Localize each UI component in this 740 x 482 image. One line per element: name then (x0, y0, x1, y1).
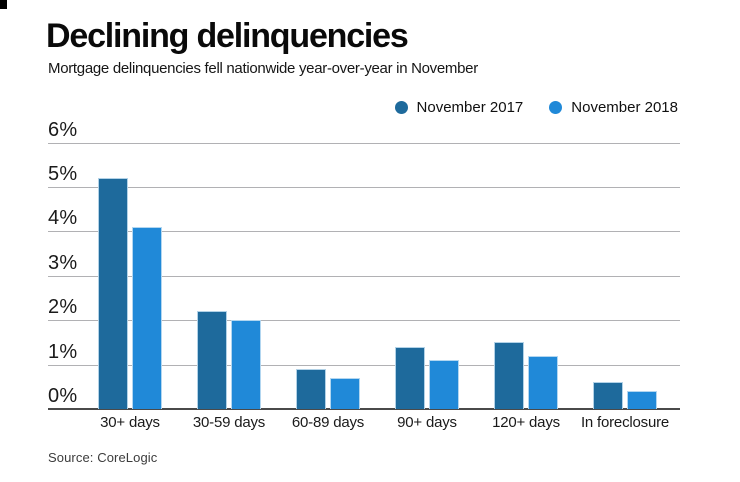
gridline-6% (48, 142, 680, 144)
y-axis-tick-label: 3% (48, 251, 78, 274)
bar-november-2018-30-days (132, 227, 162, 409)
y-axis-tick-label: 1% (48, 340, 78, 363)
gridline-2% (48, 320, 680, 322)
gridline-1% (48, 364, 680, 366)
legend-item-november-2017: November 2017 (394, 99, 524, 116)
bar-november-2017-30-59-days (197, 311, 227, 409)
bar-november-2017-30-days (98, 178, 128, 409)
chart-legend: November 2017 November 2018 (394, 99, 678, 116)
source-note: Source: CoreLogic (48, 450, 158, 465)
bar-november-2017-120-days (494, 342, 524, 409)
x-axis-category-label: In foreclosure (580, 414, 670, 431)
gridline-5% (48, 187, 680, 188)
y-axis-tick-label: 0% (48, 385, 78, 407)
y-axis-tick-label: 4% (48, 207, 78, 230)
x-axis-baseline (48, 408, 680, 410)
bar-november-2017-in-foreclosure (593, 382, 623, 409)
bar-november-2018-120-days (528, 356, 558, 409)
legend-item-november-2018: November 2018 (549, 99, 678, 116)
gridline-4% (48, 231, 680, 233)
x-axis-category-label: 30-59 days (192, 414, 266, 431)
bar-november-2018-90-days (429, 360, 459, 409)
x-axis-category-label: 60-89 days (291, 414, 365, 431)
y-axis-tick-label: 5% (48, 163, 78, 185)
gridline-3% (48, 275, 680, 277)
bar-november-2018-30-59-days (231, 320, 261, 409)
x-axis-category-label: 120+ days (492, 414, 560, 431)
legend-dot-icon (394, 101, 408, 114)
legend-label: November 2017 (416, 99, 524, 116)
x-axis-category-label: 30+ days (100, 414, 160, 431)
x-axis-category-label: 90+ days (397, 414, 457, 431)
bar-november-2017-60-89-days (296, 369, 326, 409)
legend-dot-icon (549, 101, 563, 114)
bar-november-2018-in-foreclosure (627, 391, 657, 409)
y-axis-tick-label: 6% (48, 118, 78, 141)
page-title: Declining delinquencies (46, 17, 409, 55)
bar-november-2017-90-days (395, 347, 425, 409)
y-axis-tick-label: 2% (48, 296, 78, 319)
page-subtitle: Mortgage delinquencies fell nationwide y… (48, 60, 478, 77)
corner-artifact (0, 0, 7, 9)
legend-label: November 2018 (571, 99, 678, 116)
bar-november-2018-60-89-days (330, 378, 360, 409)
